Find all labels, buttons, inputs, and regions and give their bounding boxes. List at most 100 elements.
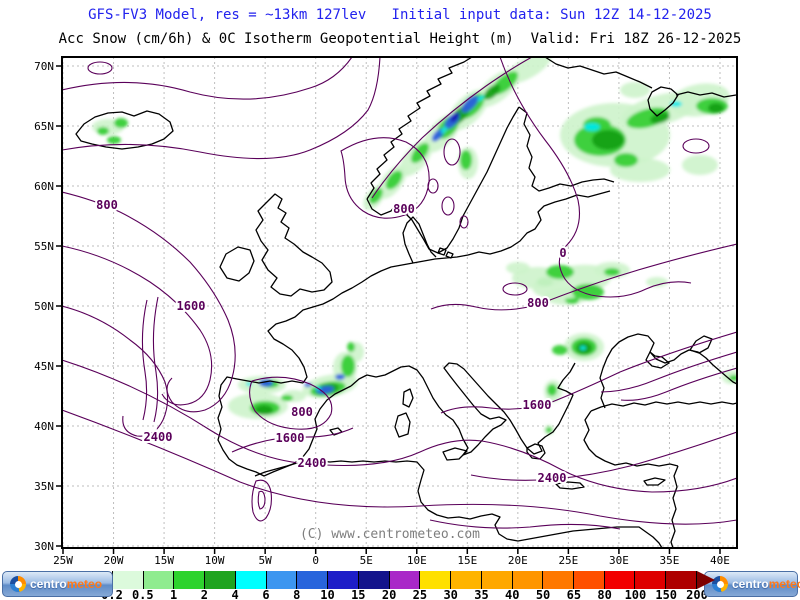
snow-blob: [547, 384, 557, 396]
contour-label: 0: [559, 246, 566, 260]
snow-blob: [546, 427, 552, 433]
centrometeo-logo-left[interactable]: centrometeo: [2, 571, 113, 597]
coastlines-layer: [75, 57, 737, 548]
coast-sardinia: [394, 412, 411, 438]
legend-cell: [665, 571, 697, 589]
contour-loop: [682, 138, 710, 154]
snow-blob: [460, 150, 472, 170]
legend-cell: [327, 571, 358, 589]
legend-cell: [388, 571, 420, 589]
lat-label: 55N: [34, 240, 54, 253]
contour-label: 2400: [144, 430, 173, 444]
contour-line: [470, 431, 737, 481]
coast-corsica: [402, 388, 414, 408]
legend-cell: [357, 571, 389, 589]
contour-label: 800: [96, 198, 118, 212]
contour-line: [152, 296, 159, 423]
coast-denmark: [402, 216, 437, 264]
legend-cell: [542, 571, 574, 589]
coast-crete: [555, 481, 585, 490]
snow-blob: [584, 123, 600, 131]
centrometeo-logo-right[interactable]: centrometeo: [704, 571, 800, 597]
legend-value: 8: [293, 588, 301, 600]
contour-loop-800-spain: [249, 376, 333, 430]
contour-line: [62, 57, 353, 100]
lon-label: 20E: [508, 554, 528, 567]
coast-barents: [544, 57, 653, 89]
contour-line-zero: [499, 57, 692, 298]
contour-label: 800: [393, 202, 415, 216]
contour-line: [371, 57, 533, 199]
snow-blob: [335, 374, 345, 380]
lon-label: 0: [312, 554, 319, 567]
contour-line: [429, 519, 621, 530]
contour-label: 2400: [538, 471, 567, 485]
legend-cell: [573, 571, 604, 589]
snow-blob: [592, 130, 624, 150]
legend-cell: [173, 571, 205, 589]
contour-line: [620, 367, 737, 401]
lon-label: 15W: [154, 554, 174, 567]
legend-cell: [265, 571, 297, 589]
legend-value: 4: [231, 588, 239, 600]
coast-north-africa: [254, 460, 663, 548]
coast-black-sea: [599, 333, 737, 409]
centrometeo-swirl-icon: [10, 576, 26, 592]
coast-iberia: [217, 376, 352, 477]
contour-label: 1600: [276, 431, 305, 445]
coast-crimea: [645, 351, 670, 369]
coast-norway-west: [366, 57, 473, 200]
coast-scandinavia-baltic: [366, 106, 520, 254]
lat-label: 40N: [34, 420, 54, 433]
coast-peloponnese: [526, 443, 546, 460]
legend-value: 0.5: [131, 588, 154, 600]
legend-cell: [112, 571, 143, 589]
legend-value: 50: [535, 588, 551, 600]
snow-blob: [97, 127, 109, 135]
snow-blob: [483, 84, 501, 100]
snow-blob: [546, 265, 574, 279]
legend-value: 200: [686, 588, 708, 600]
snow-blob: [477, 94, 485, 102]
lon-label: 5E: [360, 554, 373, 567]
legend-cell: [142, 571, 174, 589]
coast-great-britain: [255, 193, 333, 297]
contour-loop-800-denmark: [340, 137, 430, 219]
legend-value: 100: [624, 588, 647, 600]
contour-line: [440, 331, 737, 414]
lon-label: 25W: [53, 554, 73, 567]
coast-finland: [518, 106, 615, 192]
snow-blob: [604, 268, 620, 276]
snow-blob: [708, 103, 724, 113]
coast-denmark-isles: [437, 247, 454, 259]
coast-turkey-south: [583, 410, 679, 467]
contour-label: 2400: [298, 456, 327, 470]
legend-value: 10: [320, 588, 335, 600]
contour-loop: [459, 215, 469, 229]
coast-west-europe: [267, 262, 414, 384]
watermark-text: (C) www.centrometeo.com: [300, 527, 480, 542]
product-valid-title: Acc Snow (cm/6h) & 0C Isotherm Geopotent…: [58, 31, 742, 47]
snow-blob: [281, 395, 293, 401]
lon-label: 10E: [407, 554, 427, 567]
coast-levant: [670, 465, 679, 548]
legend-value: 6: [262, 588, 270, 600]
snow-blob: [440, 126, 448, 134]
legend-value: 20: [381, 588, 397, 600]
lon-label: 30E: [609, 554, 629, 567]
lat-label: 35N: [34, 480, 54, 493]
lon-label: 10W: [205, 554, 225, 567]
snow-blob: [385, 170, 403, 190]
contour-line-2400: [62, 305, 169, 437]
brand-text: centrometeo: [30, 577, 103, 591]
lon-label: 40E: [710, 554, 730, 567]
legend-value: 1: [169, 588, 178, 600]
snow-blob: [461, 95, 479, 113]
contour-label: 800: [291, 405, 313, 419]
snow-blob: [646, 277, 668, 287]
coast-france-italy-adriatic: [350, 362, 576, 456]
snow-blob: [369, 188, 383, 204]
